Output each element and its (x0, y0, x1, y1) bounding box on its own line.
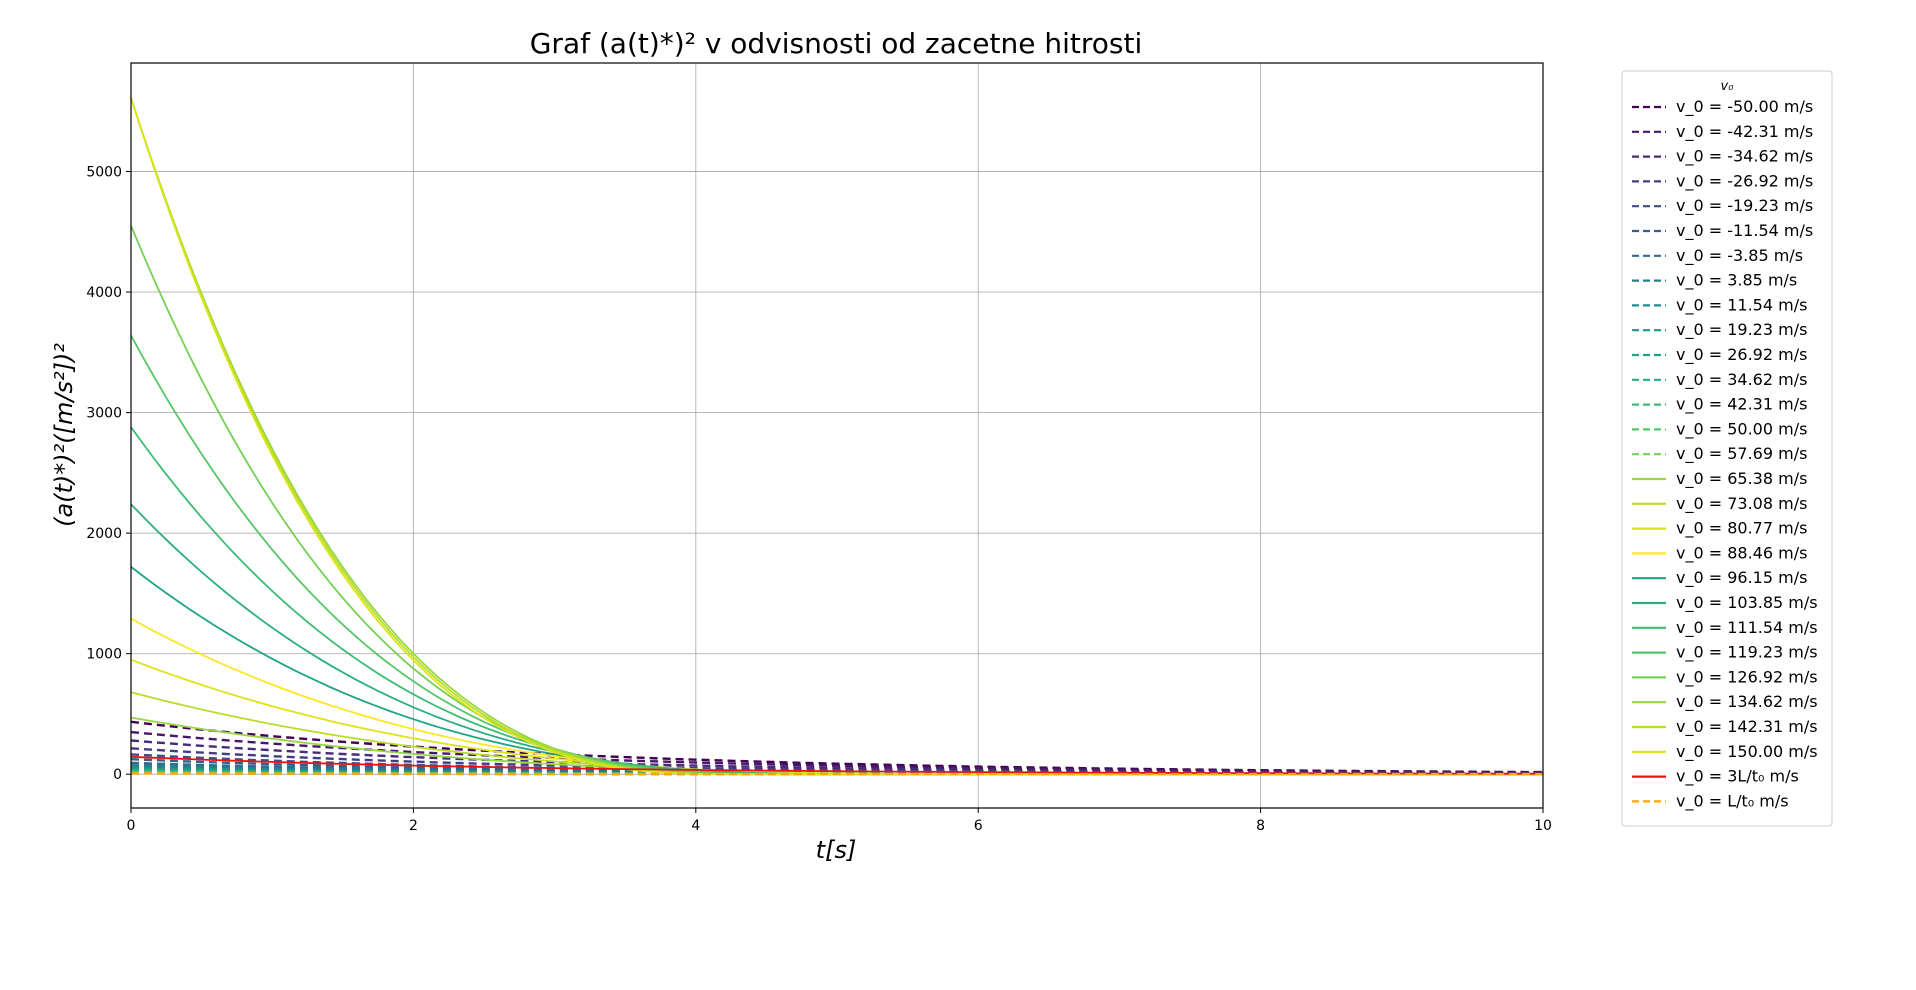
legend-label: v_0 = 65.38 m/s (1676, 469, 1807, 489)
legend-label: v_0 = 80.77 m/s (1676, 519, 1807, 539)
legend-label: v_0 = 3.85 m/s (1676, 271, 1797, 291)
y-tick-label: 5000 (86, 164, 122, 180)
legend-label: v_0 = 73.08 m/s (1676, 494, 1807, 514)
x-ticks: 0 2 4 6 8 10 (127, 808, 1552, 834)
legend-label: v_0 = 134.62 m/s (1676, 692, 1818, 712)
legend-label: v_0 = 142.31 m/s (1676, 717, 1818, 737)
legend-label: v_0 = -42.31 m/s (1676, 122, 1813, 142)
plot-frame (130, 62, 1544, 809)
legend: v₀ v_0 = -50.00 m/s v_0 = -42.31 m/s v_0 =… (1621, 70, 1833, 827)
legend-label: v_0 = L/t₀ m/s (1676, 791, 1789, 811)
legend-label: v_0 = 3L/t₀ m/s (1676, 767, 1799, 787)
legend-label: v_0 = 126.92 m/s (1676, 667, 1818, 687)
legend-label: v_0 = -50.00 m/s (1676, 97, 1813, 117)
series-line (130, 720, 1543, 774)
legend-box (1621, 70, 1833, 827)
y-tick-label: 2000 (86, 526, 122, 542)
x-tick-label: 6 (974, 818, 983, 834)
y-tick-label: 0 (113, 767, 122, 783)
x-tick-label: 4 (691, 818, 700, 834)
legend-label: v_0 = 119.23 m/s (1676, 643, 1818, 663)
x-tick-label: 2 (409, 818, 418, 834)
series-line (131, 772, 1543, 776)
chart-title: Graf (a(t)*)² v odvisnosti od zacetne hi… (530, 27, 1143, 60)
legend-label: v_0 = 34.62 m/s (1676, 370, 1807, 390)
legend-label: v_0 = -26.92 m/s (1676, 171, 1813, 191)
legend-label: v_0 = 88.46 m/s (1676, 543, 1807, 563)
legend-label: v_0 = -11.54 m/s (1676, 221, 1813, 241)
legend-label: v_0 = 19.23 m/s (1676, 320, 1807, 340)
legend-label: v_0 = 11.54 m/s (1676, 295, 1807, 315)
legend-title: v₀ (1721, 79, 1735, 94)
legend-label: v_0 = 111.54 m/s (1676, 618, 1818, 638)
y-axis-label: (a(t)*)²([m/s²])² (50, 343, 78, 527)
legend-label: v_0 = -3.85 m/s (1676, 246, 1803, 266)
legend-label: v_0 = 50.00 m/s (1676, 419, 1807, 439)
x-axis-label: t[s] (816, 836, 857, 864)
x-tick-label: 0 (127, 818, 136, 834)
legend-label: v_0 = -19.23 m/s (1676, 196, 1813, 216)
legend-label: v_0 = 57.69 m/s (1676, 444, 1807, 464)
legend-label: v_0 = 42.31 m/s (1676, 395, 1807, 415)
x-tick-label: 10 (1534, 818, 1552, 834)
y-tick-label: 3000 (86, 406, 122, 422)
legend-label: v_0 = -34.62 m/s (1676, 147, 1813, 167)
legend-label: v_0 = 150.00 m/s (1676, 742, 1818, 762)
x-tick-label: 8 (1256, 818, 1265, 834)
y-tick-label: 1000 (86, 647, 122, 663)
y-ticks: 0 1000 2000 3000 4000 5000 (86, 164, 131, 783)
y-tick-label: 4000 (86, 285, 122, 301)
legend-label: v_0 = 96.15 m/s (1676, 568, 1807, 588)
legend-label: v_0 = 26.92 m/s (1676, 345, 1807, 365)
series-lines (130, 97, 1543, 776)
legend-label: v_0 = 103.85 m/s (1676, 593, 1818, 613)
